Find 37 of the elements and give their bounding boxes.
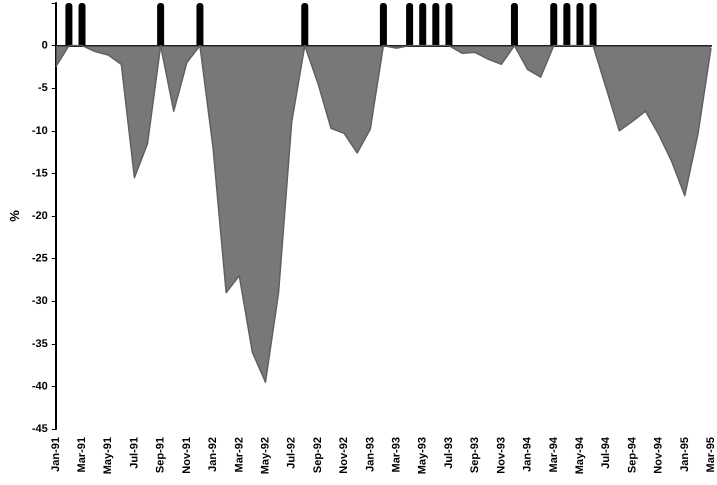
y-tick-label: 0 [42,40,48,52]
x-tick-label: Jan-93 [364,437,376,472]
x-tick-label: Jan-91 [50,437,62,472]
x-tick-label: Sep-94 [626,436,638,474]
y-tick-label: -20 [32,210,48,222]
x-tick-label: Mar-91 [76,437,88,472]
x-tick-label: Jan-92 [207,437,220,472]
y-tick-label: -5 [38,82,48,94]
y-tick-label: -40 [32,380,48,392]
x-tick-label: May-91 [102,437,114,474]
x-tick-label: Mar-94 [548,436,560,472]
x-tick-label: Jan-95 [678,437,691,472]
x-tick-label: May-92 [259,437,272,474]
y-tick-label: -15 [32,167,48,180]
x-tick-label: Nov-91 [180,437,193,474]
x-tick-label: Sep-93 [469,437,482,474]
x-tick-label: Jan-94 [522,436,534,472]
y-tick-label: -10 [32,124,48,137]
x-tick-label: Jul-93 [442,437,455,469]
y-axis-title: % [7,210,22,222]
x-tick-label: Jul-94 [600,436,612,469]
x-tick-label: Mar-92 [233,437,246,472]
x-tick-label: Nov-92 [338,437,350,474]
y-tick-label: -35 [32,338,48,350]
x-tick-label: Jul-92 [286,437,298,469]
y-tick-label: -45 [32,423,48,435]
x-tick-label: Mar-95 [705,437,717,472]
y-tick-label: -30 [32,295,48,308]
x-tick-label: Nov-93 [495,437,508,474]
y-tick-label: -25 [32,252,48,265]
x-tick-label: May-93 [416,437,429,474]
x-tick-label: Sep-91 [154,437,167,474]
x-tick-label: Sep-92 [312,437,324,474]
x-tick-label: Nov-94 [652,436,665,474]
x-tick-label: Jul-91 [128,437,140,469]
x-tick-label: Mar-93 [390,437,403,472]
x-tick-label: May-94 [574,436,586,474]
